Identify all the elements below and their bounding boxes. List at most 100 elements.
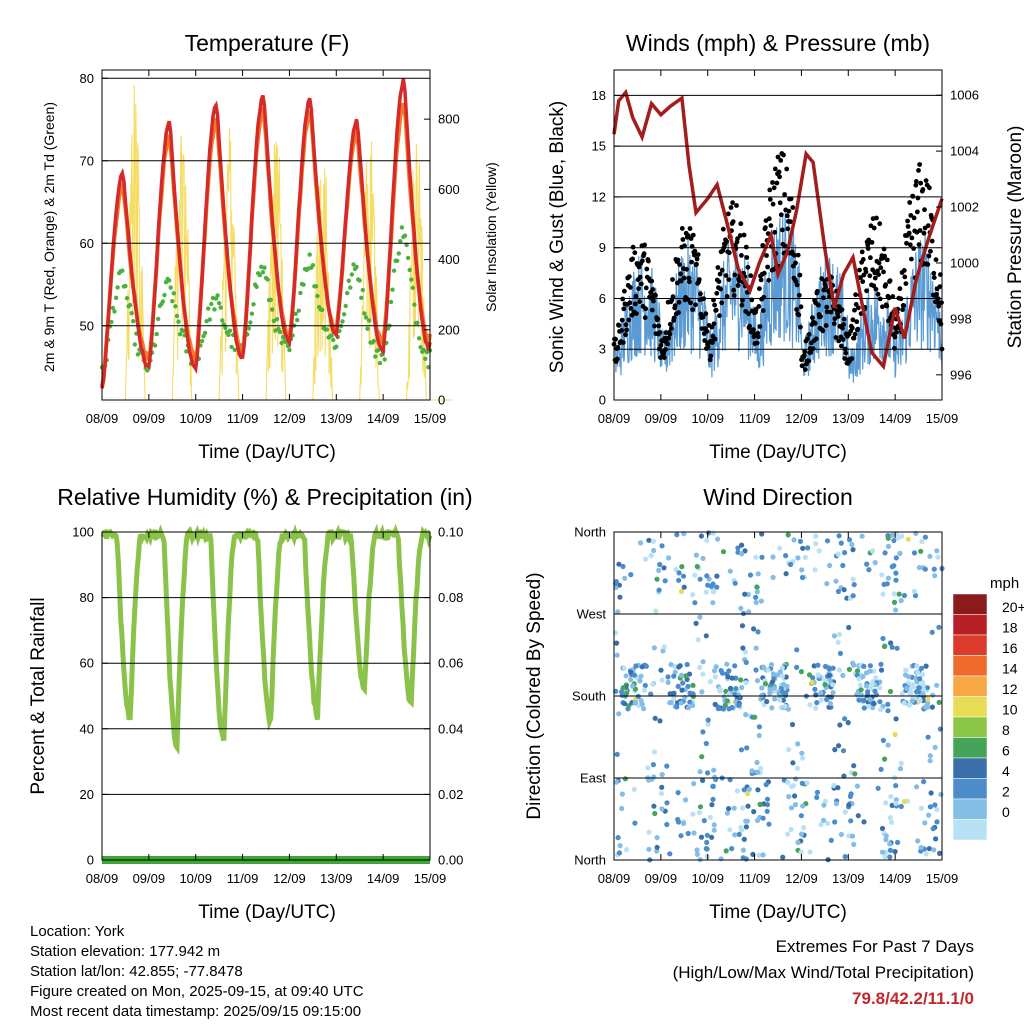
direction-point xyxy=(835,551,841,557)
direction-point xyxy=(657,561,663,568)
direction-point xyxy=(827,677,833,683)
gust-point xyxy=(856,305,861,311)
y2-tick-label: 200 xyxy=(438,322,460,337)
direction-point xyxy=(623,673,629,679)
direction-point xyxy=(739,685,745,691)
x-tick-label: 13/09 xyxy=(832,411,865,426)
dewpoint-point xyxy=(349,272,355,277)
gust-point xyxy=(802,367,808,372)
direction-point xyxy=(664,763,670,769)
direction-point xyxy=(893,577,899,583)
gust-point xyxy=(669,326,674,331)
gust-point xyxy=(931,270,937,276)
gust-point xyxy=(876,272,881,277)
direction-point xyxy=(692,600,698,606)
direction-point xyxy=(724,698,730,704)
direction-point xyxy=(813,533,819,539)
direction-point xyxy=(660,648,666,654)
direction-point xyxy=(789,721,796,728)
direction-point xyxy=(867,663,874,669)
direction-point xyxy=(889,644,895,650)
direction-point xyxy=(711,767,717,773)
y-tick-label: 80 xyxy=(80,590,94,605)
gust-point xyxy=(689,259,694,265)
direction-point xyxy=(691,830,697,836)
gust-point xyxy=(690,307,696,312)
x-tick-label: 15/09 xyxy=(414,411,447,426)
gust-point xyxy=(907,200,913,205)
direction-point xyxy=(625,706,631,712)
legend-swatch xyxy=(952,757,988,779)
direction-point xyxy=(920,686,926,692)
gust-point xyxy=(702,338,708,343)
location-text: Location: York xyxy=(30,923,125,940)
direction-point xyxy=(827,700,834,707)
direction-point xyxy=(893,555,899,561)
x-tick-label: 08/09 xyxy=(598,871,631,886)
gust-point xyxy=(719,267,725,273)
direction-point xyxy=(894,645,900,651)
gust-point xyxy=(772,166,778,172)
direction-point xyxy=(809,679,815,686)
direction-point xyxy=(732,580,738,586)
direction-point xyxy=(911,588,918,594)
gust-point xyxy=(774,180,780,186)
dewpoint-point xyxy=(351,262,356,267)
direction-point xyxy=(753,645,759,651)
direction-point xyxy=(738,677,744,683)
x-tick-label: 09/09 xyxy=(133,411,166,426)
direction-point xyxy=(726,806,732,812)
direction-point xyxy=(780,854,786,860)
gust-point xyxy=(707,357,713,363)
direction-point xyxy=(675,816,681,823)
gust-point xyxy=(890,294,896,299)
dewpoint-point xyxy=(154,331,159,337)
gust-point xyxy=(892,334,898,340)
direction-point xyxy=(754,759,760,766)
gust-point xyxy=(632,301,638,307)
direction-point xyxy=(935,554,941,560)
gust-point xyxy=(853,292,858,298)
gust-point xyxy=(676,310,681,315)
direction-point xyxy=(754,678,761,684)
direction-point xyxy=(764,698,770,705)
gust-point xyxy=(892,345,897,351)
gust-point xyxy=(633,293,639,299)
direction-point xyxy=(755,629,761,635)
direction-point xyxy=(631,672,638,678)
direction-point xyxy=(676,664,682,670)
direction-point xyxy=(653,608,659,614)
direction-point xyxy=(835,785,841,791)
direction-point xyxy=(628,572,634,578)
y2-tick-label: 1002 xyxy=(950,200,979,215)
gust-point xyxy=(746,311,751,317)
dewpoint-point xyxy=(295,317,300,323)
dewpoint-point xyxy=(220,318,225,323)
direction-point xyxy=(703,633,709,639)
gust-point xyxy=(690,232,696,238)
gust-point xyxy=(854,319,860,325)
gust-point xyxy=(933,257,939,263)
direction-point xyxy=(645,765,651,771)
direction-point xyxy=(911,550,918,556)
y2-tick-label: 1000 xyxy=(950,255,979,270)
gust-point xyxy=(775,154,781,160)
direction-point xyxy=(794,647,800,653)
direction-point xyxy=(880,591,886,597)
direction-point xyxy=(938,791,944,798)
gust-point xyxy=(626,317,632,323)
gust-point xyxy=(785,226,791,232)
gust-point xyxy=(836,338,842,344)
direction-point xyxy=(791,537,797,543)
direction-point xyxy=(740,805,746,811)
gust-point xyxy=(688,236,694,242)
direction-point xyxy=(746,609,752,615)
direction-point xyxy=(887,841,893,847)
gust-point xyxy=(802,349,808,354)
gust-point xyxy=(627,300,633,306)
direction-point xyxy=(917,676,923,682)
gust-point xyxy=(737,233,743,238)
direction-point xyxy=(657,718,663,724)
direction-point xyxy=(703,589,709,595)
gust-point xyxy=(937,284,943,290)
